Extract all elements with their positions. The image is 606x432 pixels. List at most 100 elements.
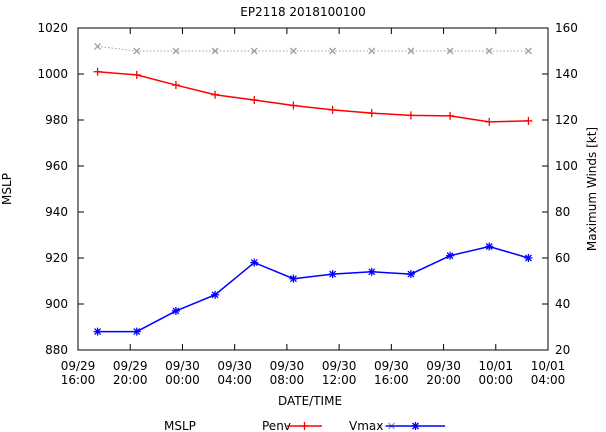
data-point-vmax-stroke bbox=[211, 47, 219, 55]
data-point-penv bbox=[485, 117, 494, 126]
y-axis-left-label: MSLP bbox=[0, 173, 14, 205]
data-point-vmax bbox=[133, 47, 141, 55]
data-point-unnamed-2 bbox=[406, 270, 415, 279]
x-tick-label-time: 04:00 bbox=[531, 373, 566, 387]
data-point-unnamed-2-stroke bbox=[172, 307, 180, 315]
data-point-vmax-stroke bbox=[250, 47, 258, 55]
data-point-vmax bbox=[250, 47, 258, 55]
series-penv bbox=[93, 67, 533, 126]
data-point-unnamed-2-stroke bbox=[133, 328, 141, 336]
x-axis-label: DATE/TIME bbox=[278, 394, 342, 408]
data-point-unnamed-2 bbox=[485, 242, 494, 251]
y-right-tick-label: 120 bbox=[555, 113, 578, 127]
x-tick-label-date: 09/29 bbox=[61, 359, 96, 373]
x-tick-label-time: 04:00 bbox=[217, 373, 252, 387]
data-point-vmax bbox=[211, 47, 219, 55]
y-left-tick-label: 940 bbox=[45, 205, 68, 219]
data-point-unnamed-2 bbox=[132, 327, 141, 336]
legend-marker-unnamed-2 bbox=[411, 422, 420, 430]
data-point-penv bbox=[289, 101, 298, 110]
series-layer bbox=[93, 42, 533, 336]
data-point-vmax bbox=[94, 42, 102, 50]
y-right-tick-label: 60 bbox=[555, 251, 570, 265]
chart-title: EP2118 2018100100 bbox=[240, 5, 366, 19]
x-tick-label-time: 16:00 bbox=[374, 373, 409, 387]
data-point-unnamed-2-stroke bbox=[407, 270, 415, 278]
data-point-vmax bbox=[407, 47, 415, 55]
y-left-tick-label: 980 bbox=[45, 113, 68, 127]
data-point-penv bbox=[211, 90, 220, 99]
y-right-tick-label: 40 bbox=[555, 297, 570, 311]
data-point-unnamed-2-stroke bbox=[211, 291, 219, 299]
x-tick-label-time: 00:00 bbox=[165, 373, 200, 387]
data-point-vmax bbox=[446, 47, 454, 55]
data-point-penv bbox=[446, 111, 455, 120]
x-tick-label-time: 16:00 bbox=[61, 373, 96, 387]
data-point-penv bbox=[406, 111, 415, 120]
data-point-vmax-stroke bbox=[172, 47, 180, 55]
x-tick-label-time: 00:00 bbox=[478, 373, 513, 387]
x-tick-label-time: 08:00 bbox=[270, 373, 305, 387]
y-left-tick-label: 1000 bbox=[37, 67, 68, 81]
data-point-vmax bbox=[289, 47, 297, 55]
series-line-penv bbox=[97, 70, 529, 123]
x-tick-label-date: 09/30 bbox=[165, 359, 200, 373]
data-point-unnamed-2 bbox=[328, 270, 337, 279]
data-point-vmax-stroke bbox=[94, 42, 102, 50]
data-point-unnamed-2-stroke bbox=[289, 275, 297, 283]
x-tick-label-time: 20:00 bbox=[426, 373, 461, 387]
legend-label-vmax: Vmax bbox=[349, 419, 383, 432]
data-point-penv bbox=[524, 116, 533, 125]
data-point-unnamed-2 bbox=[289, 274, 298, 283]
legend-label-penv: Penv bbox=[262, 419, 291, 432]
series-vmax bbox=[94, 42, 532, 55]
data-point-unnamed-2 bbox=[211, 290, 220, 299]
data-point-unnamed-2 bbox=[250, 258, 259, 267]
data-point-unnamed-2 bbox=[446, 251, 455, 260]
data-point-unnamed-2-stroke bbox=[329, 270, 337, 278]
x-tick-label-date: 09/30 bbox=[217, 359, 252, 373]
y-left-tick-label: 960 bbox=[45, 159, 68, 173]
data-point-vmax-stroke bbox=[446, 47, 454, 55]
y-left-tick-label: 900 bbox=[45, 297, 68, 311]
data-point-vmax bbox=[485, 47, 493, 55]
data-point-unnamed-2-stroke bbox=[446, 252, 454, 260]
legend-marker-unnamed-2-stroke bbox=[412, 422, 419, 430]
data-point-penv bbox=[132, 70, 141, 79]
data-point-vmax bbox=[172, 47, 180, 55]
data-point-vmax bbox=[329, 47, 337, 55]
data-point-unnamed-2 bbox=[93, 327, 102, 336]
data-point-unnamed-2-stroke bbox=[94, 328, 102, 336]
data-point-vmax-stroke bbox=[485, 47, 493, 55]
data-point-vmax-stroke bbox=[133, 47, 141, 55]
legend: MSLP Penv Vmax bbox=[164, 419, 445, 432]
data-point-penv bbox=[250, 95, 259, 104]
x-tick-label-time: 12:00 bbox=[322, 373, 357, 387]
y-left-tick-label: 1020 bbox=[37, 21, 68, 35]
y-right-tick-label: 80 bbox=[555, 205, 570, 219]
x-tick-label-date: 09/30 bbox=[374, 359, 409, 373]
data-point-penv bbox=[93, 67, 102, 76]
data-point-vmax-stroke bbox=[289, 47, 297, 55]
data-point-unnamed-2-stroke bbox=[524, 254, 532, 262]
data-point-penv bbox=[367, 109, 376, 118]
data-point-unnamed-2 bbox=[171, 306, 180, 315]
data-point-unnamed-2-stroke bbox=[250, 259, 258, 267]
x-tick-label-date: 09/29 bbox=[113, 359, 148, 373]
y-left-tick-label: 920 bbox=[45, 251, 68, 265]
series-unnamed-2 bbox=[93, 242, 533, 336]
x-tick-label-date: 09/30 bbox=[322, 359, 357, 373]
y-left-tick-label: 880 bbox=[45, 343, 68, 357]
y-axis-right-label: Maximum Winds [kt] bbox=[585, 127, 599, 251]
data-point-vmax bbox=[524, 47, 532, 55]
y-right-tick-label: 100 bbox=[555, 159, 578, 173]
data-point-vmax-stroke bbox=[524, 47, 532, 55]
data-point-vmax-stroke bbox=[368, 47, 376, 55]
data-point-vmax-stroke bbox=[407, 47, 415, 55]
data-point-vmax-stroke bbox=[329, 47, 337, 55]
data-point-unnamed-2-stroke bbox=[485, 243, 493, 250]
x-tick-label-date: 10/01 bbox=[531, 359, 566, 373]
y-right-tick-label: 160 bbox=[555, 21, 578, 35]
y-right-tick-label: 20 bbox=[555, 343, 570, 357]
